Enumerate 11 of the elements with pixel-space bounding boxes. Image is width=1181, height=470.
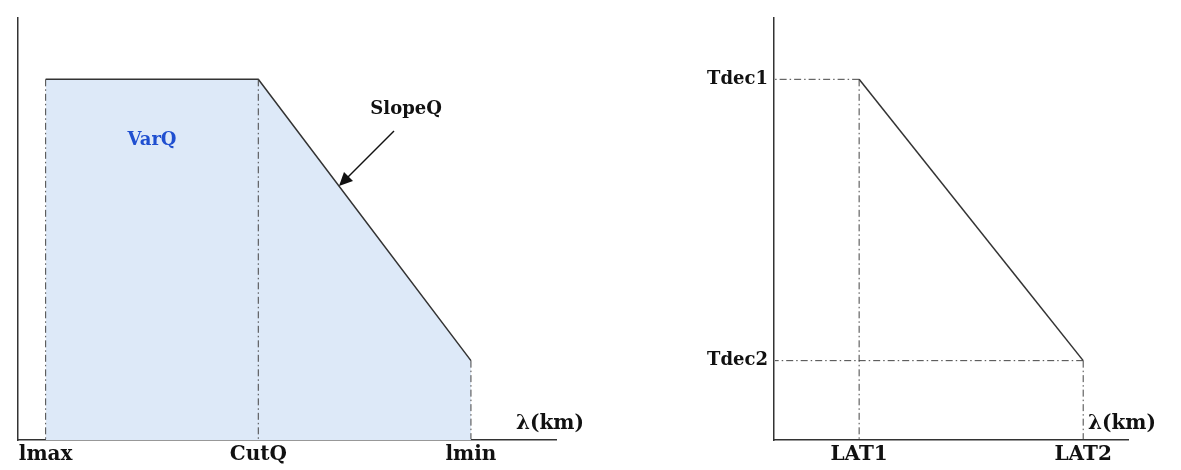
x-axis-title: λ(km) bbox=[516, 410, 584, 435]
x-tick-label: lmin bbox=[445, 441, 497, 466]
annotation: Tdec2 bbox=[707, 348, 768, 370]
annotation: Tdec1 bbox=[707, 66, 768, 88]
x-tick-label: lmax bbox=[18, 441, 74, 466]
annotation: VarQ bbox=[126, 128, 177, 150]
x-tick-label: LAT1 bbox=[830, 441, 888, 466]
annotation: SlopeQ bbox=[370, 96, 442, 118]
x-tick-label: CutQ bbox=[229, 441, 287, 466]
x-tick-label: LAT2 bbox=[1054, 441, 1112, 466]
x-axis-title: λ(km) bbox=[1088, 410, 1156, 435]
